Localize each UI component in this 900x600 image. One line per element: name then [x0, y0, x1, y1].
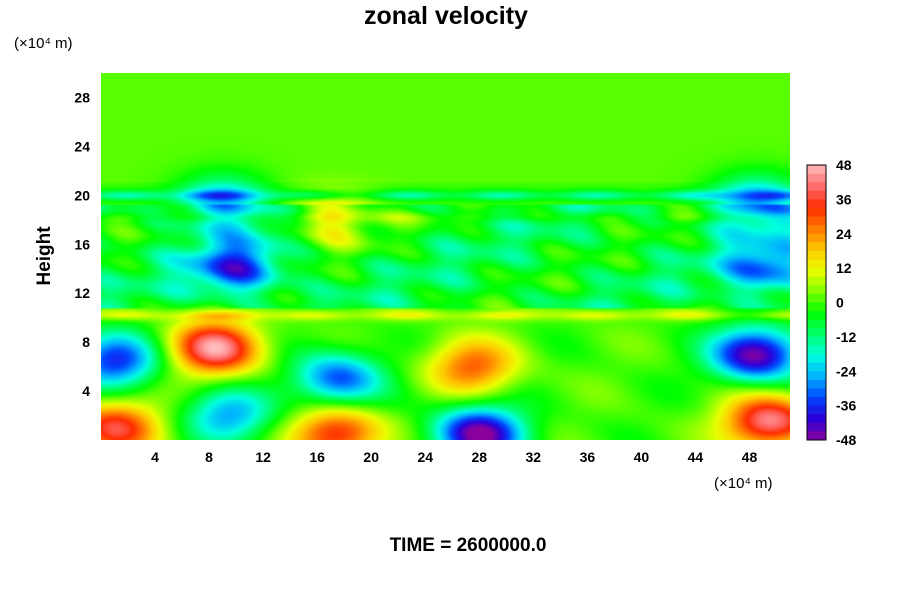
colorbar-cell [807, 242, 826, 252]
y-tick-label: 24 [74, 138, 90, 154]
x-tick-label: 4 [151, 449, 159, 465]
y-tick-label: 20 [74, 187, 90, 203]
y-axis-label: Height [34, 226, 55, 286]
x-tick-label: 36 [580, 449, 596, 465]
y-axis-unit: (×10⁴ m) [14, 35, 73, 52]
colorbar-tick-label: 0 [836, 295, 844, 311]
colorbar-cell [807, 328, 826, 338]
colorbar-cell [807, 388, 826, 398]
colorbar-cell [807, 362, 826, 372]
x-tick-label: 32 [526, 449, 542, 465]
colorbar-tick-label: -48 [836, 432, 856, 448]
colorbar-cell [807, 371, 826, 381]
colorbar-cell [807, 397, 826, 407]
colorbar-tick-label: 48 [836, 157, 852, 173]
colorbar-cell [807, 422, 826, 432]
colorbar-frame [806, 164, 827, 441]
colorbar-tick-label: -24 [836, 363, 856, 379]
x-tick-label: 48 [742, 449, 758, 465]
colorbar-cell [807, 285, 826, 295]
colorbar-cells [807, 165, 826, 441]
x-axis-ticks: 4 8 12 16 20 24 28 32 36 40 44 48 [151, 449, 757, 465]
colorbar-cell [807, 182, 826, 192]
colorbar-ticks: 48 36 24 12 0 -12 -24 -36 -48 [836, 157, 856, 448]
colorbar-cell [807, 190, 826, 200]
colorbar-cell [807, 302, 826, 312]
colorbar-cell [807, 173, 826, 183]
chart-title: zonal velocity [364, 2, 528, 30]
colorbar-cell [807, 293, 826, 303]
y-tick-label: 12 [74, 285, 90, 301]
x-tick-label: 28 [471, 449, 487, 465]
x-tick-label: 44 [688, 449, 704, 465]
y-tick-label: 4 [82, 383, 90, 399]
x-tick-label: 16 [309, 449, 325, 465]
colorbar-cell [807, 165, 826, 175]
y-tick-label: 16 [74, 236, 90, 252]
colorbar-cell [807, 259, 826, 269]
colorbar-cell [807, 431, 826, 441]
colorbar-cell [807, 216, 826, 226]
colorbar-cell [807, 336, 826, 346]
x-tick-label: 40 [634, 449, 650, 465]
colorbar-tick-label: -36 [836, 398, 856, 414]
colorbar-cell [807, 319, 826, 329]
time-label: TIME = 2600000.0 [390, 535, 547, 556]
colorbar-cell [807, 379, 826, 389]
x-tick-label: 24 [417, 449, 433, 465]
colorbar-tick-label: -12 [836, 329, 856, 345]
x-axis-unit: (×10⁴ m) [714, 475, 773, 492]
x-tick-label: 8 [205, 449, 213, 465]
y-tick-label: 28 [74, 89, 90, 105]
colorbar-tick-label: 36 [836, 191, 852, 207]
colorbar-cell [807, 276, 826, 286]
colorbar-cell [807, 405, 826, 415]
colorbar-cell [807, 268, 826, 278]
y-axis-ticks: 4 8 12 16 20 24 28 [74, 89, 90, 399]
colorbar-cell [807, 225, 826, 235]
colorbar-cell [807, 207, 826, 218]
colorbar-cell [807, 250, 826, 261]
velocity-field-heatmap [101, 73, 790, 440]
colorbar-cell [807, 233, 826, 243]
x-tick-label: 12 [255, 449, 271, 465]
y-tick-label: 8 [82, 334, 90, 350]
colorbar: 48 36 24 12 0 -12 -24 -36 -48 [806, 157, 856, 448]
colorbar-cell [807, 414, 826, 424]
colorbar-cell [807, 345, 826, 355]
colorbar-cell [807, 354, 826, 364]
x-tick-label: 20 [363, 449, 379, 465]
plot-area [101, 73, 790, 440]
colorbar-cell [807, 199, 826, 209]
colorbar-tick-label: 24 [836, 226, 852, 242]
colorbar-tick-label: 12 [836, 260, 852, 276]
colorbar-cell [807, 311, 826, 321]
